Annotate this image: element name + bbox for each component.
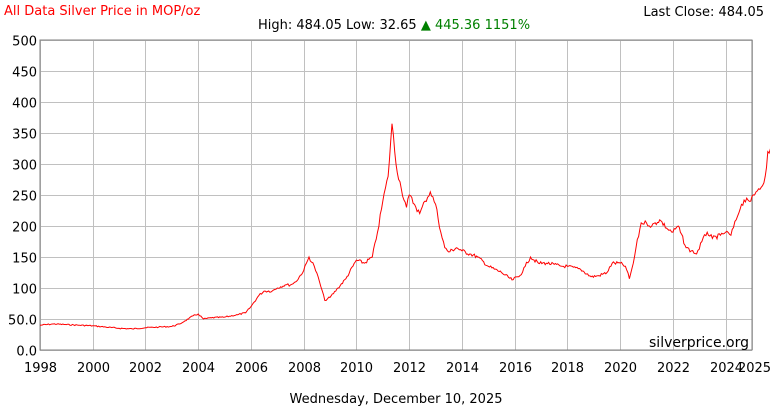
x-tick-label: 2022 (657, 361, 690, 376)
chart-grid (40, 40, 753, 351)
plot-area-border (39, 39, 753, 351)
last-close-value: 484.05 (719, 5, 765, 20)
y-tick-label: 50.0 (8, 314, 37, 329)
x-tick-label: 2025 (738, 361, 770, 376)
y-tick-label: 400 (12, 97, 37, 112)
x-tick-label: 2002 (129, 361, 162, 376)
x-tick-label: 2008 (288, 361, 321, 376)
x-tick-label: 2006 (235, 361, 268, 376)
footer-date: Wednesday, December 10, 2025 (290, 392, 503, 407)
change-up-arrow-icon: ▲ (421, 18, 431, 33)
y-tick-label: 200 (12, 221, 37, 236)
x-tick-label: 2018 (551, 361, 584, 376)
x-tick-label: 2024 (710, 361, 743, 376)
series-line-silver-price (39, 123, 770, 330)
y-tick-label: 450 (12, 66, 37, 81)
y-tick-label: 250 (12, 190, 37, 205)
chart-title: All Data Silver Price in MOP/oz (4, 4, 201, 19)
x-tick-label: 2016 (499, 361, 532, 376)
x-tick-label: 2000 (77, 361, 110, 376)
x-tick-label: 2014 (446, 361, 479, 376)
y-tick-label: 300 (12, 159, 37, 174)
y-tick-label: 350 (12, 128, 37, 143)
change-percent: 1151% (485, 18, 530, 33)
x-tick-label: 2020 (604, 361, 637, 376)
y-tick-label: 0.0 (16, 345, 37, 360)
x-tick-label: 2010 (340, 361, 373, 376)
x-tick-label: 2004 (182, 361, 215, 376)
x-axis-ticks: 1998 2000 2002 2004 2006 2008 2010 2012 2014 2016… (24, 361, 770, 376)
last-close: Last Close: 484.05 (643, 5, 764, 20)
high-label: High: (258, 18, 292, 33)
low-label: Low: (346, 18, 375, 33)
y-tick-label: 500 (12, 35, 37, 50)
stats-line: High: 484.05 Low: 32.65 ▲ 445.36 1151% (258, 18, 530, 33)
change-value: 445.36 (435, 18, 481, 33)
y-tick-label: 100 (12, 283, 37, 298)
watermark: silverprice.org (649, 335, 749, 351)
y-tick-label: 150 (12, 252, 37, 267)
x-tick-label: 1998 (24, 361, 57, 376)
low-value: 32.65 (379, 18, 416, 33)
y-axis-ticks: 0.0 50.0 100 150 200 250 300 350 400 450 500 (8, 35, 37, 360)
last-close-label: Last Close: (643, 5, 714, 20)
high-value: 484.05 (296, 18, 342, 33)
x-tick-label: 2012 (393, 361, 426, 376)
